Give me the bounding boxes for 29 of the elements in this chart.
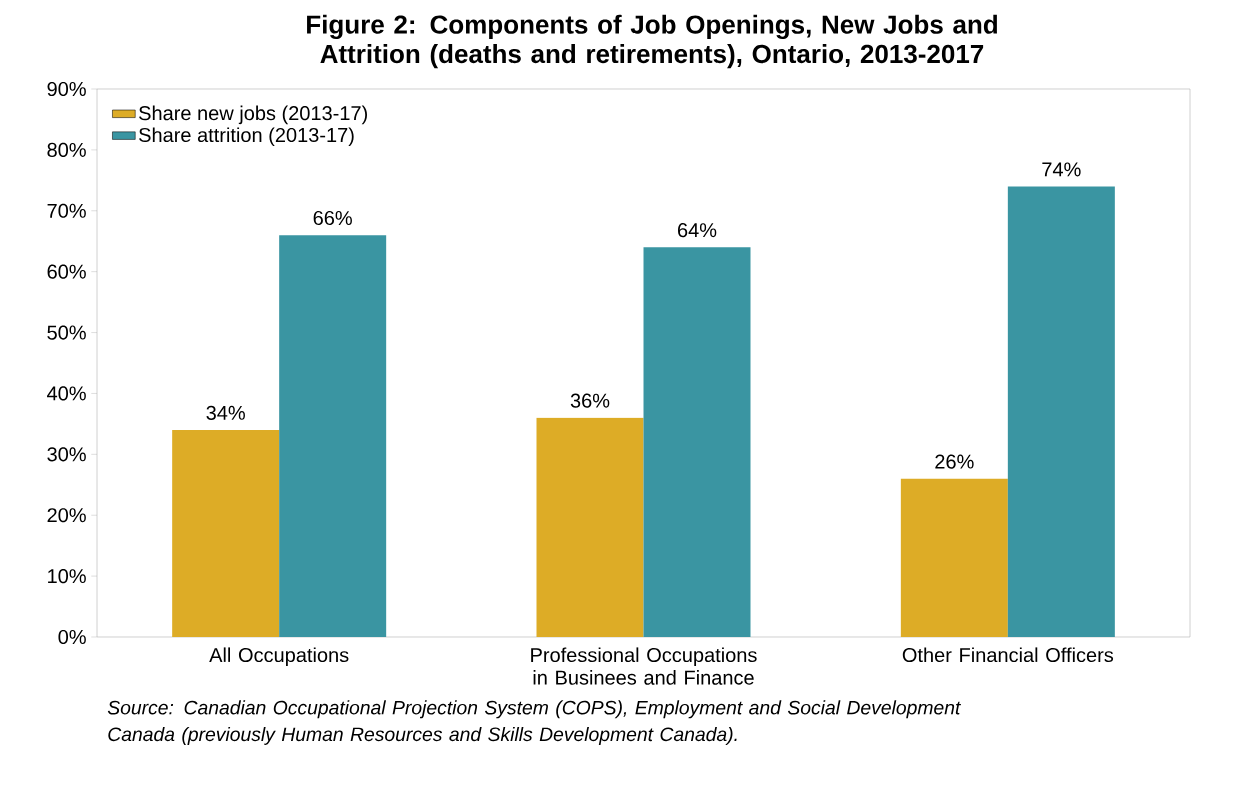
y-tick-label: 90% — [47, 81, 86, 97]
y-tick-label: 30% — [47, 447, 86, 462]
x-tick-label: All Occupations — [209, 647, 349, 667]
y-tick-label: 20% — [47, 508, 86, 523]
bar — [1007, 186, 1115, 637]
chart-title: Figure 2: Components of Job Openings, New Jobs and Attrition (deaths and retirements), Ontario, 2013-2017 — [307, 14, 997, 69]
data-label: 64% — [678, 223, 717, 238]
bar — [279, 235, 387, 637]
y-tick-label: 40% — [47, 386, 86, 401]
data-label: 66% — [313, 210, 352, 226]
data-label: 26% — [935, 454, 974, 469]
y-tick-label: 80% — [47, 142, 86, 157]
y-tick-label: 50% — [47, 325, 86, 340]
x-tick-label: Other Financial Officers — [902, 647, 1114, 663]
bar — [900, 478, 1008, 637]
data-label: 34% — [206, 405, 245, 420]
legend-label: Share attrition (2013-17) — [139, 127, 354, 147]
data-label: 74% — [1042, 162, 1081, 177]
bar — [643, 247, 751, 637]
y-tick-label: 60% — [47, 264, 86, 279]
source-note: Source: Canadian Occupational Projection System (COPS), Employment and Social Development Canada (previously Human Resources and Skills Development Canada). — [107, 700, 962, 745]
y-tick-label: 10% — [48, 569, 86, 584]
bar — [172, 429, 280, 637]
bar — [536, 417, 644, 637]
y-tick-label: 70% — [47, 203, 86, 218]
x-tick-label: Professional Occupations in Businees and Finance — [531, 647, 757, 685]
data-label: 36% — [570, 393, 610, 408]
y-tick-label: 0% — [58, 629, 86, 645]
legend-label: Share new jobs (2013-17) — [139, 105, 367, 125]
